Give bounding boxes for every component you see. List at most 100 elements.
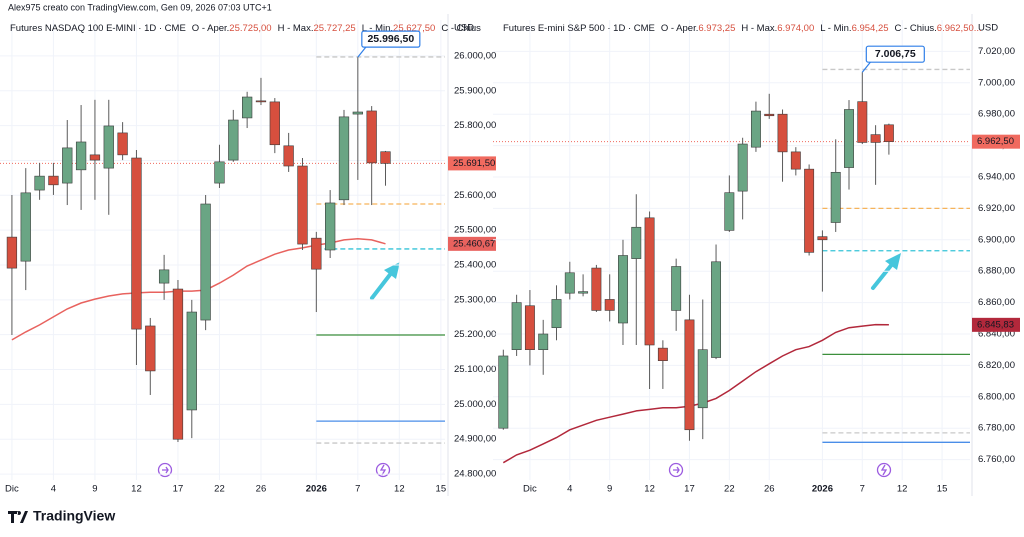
chart: 24.800,00 24.900,00 25.000,00 25.100,00 25.2… [0, 14, 496, 496]
y-tick-label: 6.840,00 [978, 329, 1015, 340]
ohlc-value: 25.727,25 [313, 23, 355, 34]
x-tick-label: 12 [131, 484, 142, 495]
callout-box [865, 45, 925, 63]
annotation-arrow [370, 253, 901, 300]
candle-body [366, 110, 377, 164]
header: Futures NASDAQ 100 E-MINI · 1D · CME O - … [10, 23, 481, 34]
candle-body [498, 355, 509, 429]
candle-body [186, 311, 197, 411]
candle-body [172, 288, 184, 440]
candle-body [684, 319, 695, 431]
candle-body [711, 261, 722, 358]
candle-body [269, 101, 280, 146]
x-tick-label: 12 [394, 484, 405, 495]
moving-average [502, 323, 889, 464]
x-tick-label: 12 [897, 484, 908, 495]
candle-body [255, 100, 267, 103]
candle-body [352, 111, 363, 115]
candle-body [524, 305, 535, 350]
candle-body [870, 134, 881, 143]
x-tick-label: 26 [256, 484, 267, 495]
candle-body [551, 299, 562, 329]
candle-body [89, 154, 101, 161]
axis-price-tag [972, 134, 1020, 149]
axis-price-label: 6.845,83 [977, 319, 1014, 330]
ohlc-value: 6.954,25 [852, 23, 889, 34]
candle-body [34, 175, 45, 191]
y-tick-label: 6.880,00 [978, 266, 1015, 277]
candle-body [338, 116, 350, 201]
candle-body [538, 333, 549, 350]
candle-body [131, 157, 142, 330]
candle-body [790, 151, 801, 170]
y-tick-label: 6.760,00 [978, 454, 1015, 465]
y-tick-label: 6.860,00 [978, 297, 1015, 308]
candle-body [103, 125, 114, 169]
moving-average [11, 238, 386, 341]
candle-body [804, 168, 815, 253]
brand: TradingView [33, 508, 115, 524]
candle-body [777, 113, 788, 153]
x-tick-label: 26 [764, 484, 775, 495]
ohlc-value: 6.962,50... [937, 23, 982, 34]
currency: USD [454, 23, 474, 34]
ohlc-value: 6.973,25 [698, 23, 735, 34]
axis-price-tag [972, 317, 1020, 332]
currency: USD [978, 23, 998, 34]
candle-body [117, 132, 128, 156]
ohlc-label: O - Aper. [192, 23, 230, 34]
candle-body [857, 101, 868, 143]
brand-logo: TradingView [8, 508, 115, 524]
y-tick-label: 24.900,00 [454, 434, 496, 445]
candle-body [228, 119, 239, 161]
callout-label: 25.996,50 [367, 33, 414, 45]
y-tick-label: 25.400,00 [454, 260, 496, 271]
x-tick-label: 9 [607, 484, 612, 495]
y-tick-label: 25.600,00 [454, 190, 496, 201]
candle-body [241, 96, 253, 119]
chart: 6.760,00 6.780,00 6.800,00 6.820,00 6.840,00… [493, 14, 1020, 496]
y-tick-label: 6.800,00 [978, 391, 1015, 402]
x-tick-label: 2026 [812, 484, 833, 495]
candle-body [48, 175, 59, 186]
candle-body [671, 266, 682, 311]
callout-box [361, 30, 421, 48]
candle-body [644, 217, 655, 346]
y-tick-label: 25.800,00 [454, 120, 496, 131]
x-tick-label: Dic [523, 484, 537, 495]
candle-body [380, 151, 391, 164]
candle-body [311, 237, 322, 270]
candle-body [75, 141, 87, 171]
callout-label: 7.006,75 [875, 48, 916, 60]
y-tick-label: 6.780,00 [978, 423, 1015, 434]
x-tick-label: 4 [567, 484, 572, 495]
x-tick-label: 12 [644, 484, 655, 495]
axis-price-label: 25.460,67 [453, 238, 495, 249]
candle-body [325, 202, 336, 251]
x-tick-label: 7 [860, 484, 865, 495]
callout-pointer [861, 61, 871, 73]
y-tick-label: 25.900,00 [454, 85, 496, 96]
x-tick-label: Dic [5, 484, 19, 495]
axis-price-label: 25.691,50 [453, 158, 495, 169]
candle-body [604, 299, 615, 311]
candle-body [564, 272, 575, 294]
y-tick-label: 7.000,00 [978, 77, 1015, 88]
candle-body [750, 110, 761, 148]
ohlc-label: H - Max. [278, 23, 314, 34]
y-tick-label: 6.920,00 [978, 203, 1015, 214]
candle-body [158, 269, 170, 284]
candle-body [214, 161, 225, 184]
axis-price-tag [448, 236, 496, 251]
x-tick-label: 4 [51, 484, 56, 495]
x-tick-label: 17 [684, 484, 695, 495]
candle-body [764, 113, 775, 117]
x-tick-label: 22 [724, 484, 735, 495]
candle-body [591, 267, 602, 311]
candle-body [200, 203, 211, 321]
y-tick-label: 6.820,00 [978, 360, 1015, 371]
candle-body [511, 302, 522, 350]
axis-price-label: 6.962,50 [977, 136, 1014, 147]
